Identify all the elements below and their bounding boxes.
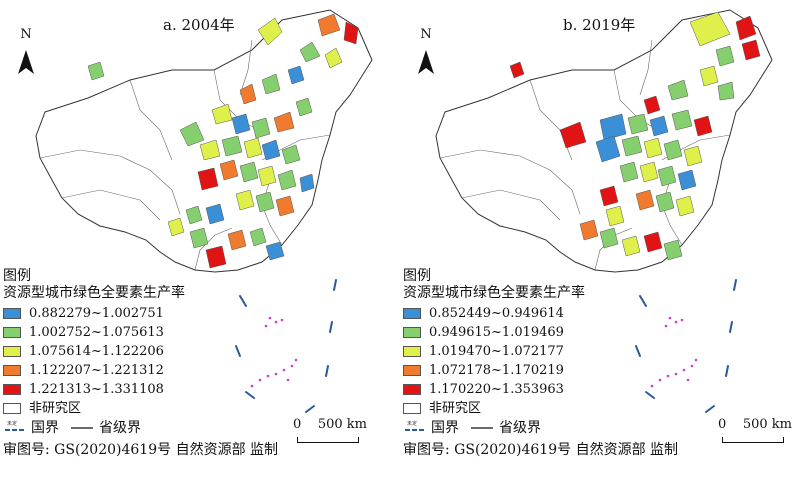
- legend-range: 0.882279~1.002751: [29, 306, 164, 321]
- province-border-icon: [471, 427, 493, 429]
- north-arrow-icon: [18, 50, 34, 74]
- china-map-2019: [418, 9, 773, 413]
- map-panel-2019: b. 2019年 N 图例 资源型城市绿色全要素生产率 0.852449~0.9…: [400, 0, 800, 491]
- legend-range: 1.075614~1.122206: [29, 344, 164, 359]
- legend-range: 1.122207~1.221312: [29, 363, 164, 378]
- legend-non-study-label: 非研究区: [429, 401, 482, 416]
- legend-swatch: [403, 403, 421, 414]
- nine-dash-line: [235, 279, 337, 413]
- legend-swatch: [3, 403, 21, 414]
- legend-swatch: [3, 308, 21, 319]
- scale-label: 500 km: [742, 417, 792, 432]
- north-arrow: N: [410, 28, 442, 42]
- legend-swatch: [403, 346, 421, 357]
- legend-class-1: 0.852449~0.949614: [403, 304, 678, 323]
- scale-bar: 0 500 km: [718, 417, 792, 443]
- national-border-label: 国界: [431, 419, 459, 436]
- national-border-label: 国界: [31, 419, 59, 436]
- legend-swatch: [403, 384, 421, 395]
- legend-swatch: [403, 365, 421, 376]
- legend-non-study: 非研究区: [3, 399, 278, 418]
- legend-subtitle: 资源型城市绿色全要素生产率: [3, 285, 185, 301]
- legend-class-4: 1.122207~1.221312: [3, 361, 278, 380]
- legend-subtitle: 资源型城市绿色全要素生产率: [403, 285, 585, 301]
- scale-zero: 0: [718, 417, 727, 432]
- legend-title: 图例: [3, 268, 31, 284]
- north-label: N: [20, 27, 32, 42]
- scale-bar: 0 500 km: [293, 417, 367, 443]
- legend-range: 0.949615~1.019469: [429, 325, 564, 340]
- south-china-sea-islands: [250, 316, 298, 388]
- legend-class-4: 1.072178~1.170219: [403, 361, 678, 380]
- panel-title: a. 2004年: [163, 16, 235, 34]
- national-border-icon: 未定: [5, 420, 25, 431]
- legend-range: 1.019470~1.072177: [429, 344, 564, 359]
- legend-swatch: [3, 384, 21, 395]
- legend: 图例 资源型城市绿色全要素生产率 0.882279~1.002751 1.002…: [3, 268, 278, 459]
- legend-class-2: 0.949615~1.019469: [403, 323, 678, 342]
- panel-title: b. 2019年: [563, 16, 636, 34]
- legend-swatch: [403, 327, 421, 338]
- undetermined-label: 未定: [7, 420, 17, 427]
- legend-borders: 未定 国界 省级界: [403, 418, 678, 438]
- legend-borders: 未定 国界 省级界: [3, 418, 278, 438]
- legend-range: 1.221313~1.331108: [29, 382, 164, 397]
- scale-bar-line: [722, 437, 784, 443]
- legend-swatch: [3, 365, 21, 376]
- province-border-icon: [71, 427, 93, 429]
- map-approval-number: 审图号: GS(2020)4619号 自然资源部 监制: [403, 442, 679, 458]
- legend-swatch: [3, 346, 21, 357]
- scale-label: 500 km: [317, 417, 367, 432]
- legend-range: 1.170220~1.353963: [429, 382, 564, 397]
- undetermined-label: 未定: [407, 420, 417, 427]
- legend-class-5: 1.221313~1.331108: [3, 380, 278, 399]
- nine-dash-line: [635, 279, 737, 413]
- scale-bar-line: [297, 437, 359, 443]
- north-arrow-icon: [418, 50, 434, 74]
- legend-class-3: 1.075614~1.122206: [3, 342, 278, 361]
- south-china-sea-islands: [650, 316, 698, 388]
- china-map-2004: [18, 9, 373, 413]
- national-border-icon: 未定: [405, 420, 425, 431]
- north-arrow: N: [10, 28, 42, 42]
- legend-range: 1.072178~1.170219: [429, 363, 564, 378]
- legend: 图例 资源型城市绿色全要素生产率 0.852449~0.949614 0.949…: [403, 268, 678, 459]
- legend-swatch: [3, 327, 21, 338]
- legend-class-5: 1.170220~1.353963: [403, 380, 678, 399]
- legend-range: 1.002752~1.075613: [29, 325, 164, 340]
- map-panel-2004: a. 2004年 N 图例 资源型城市绿色全要素生产率 0.882279~1.0…: [3, 9, 373, 459]
- legend-range: 0.852449~0.949614: [429, 306, 564, 321]
- legend-class-1: 0.882279~1.002751: [3, 304, 278, 323]
- legend-class-2: 1.002752~1.075613: [3, 323, 278, 342]
- study-cities-2004: [87, 13, 359, 269]
- legend-non-study-label: 非研究区: [29, 401, 82, 416]
- north-label: N: [420, 27, 432, 42]
- legend-title: 图例: [403, 268, 431, 284]
- study-cities-2019: [509, 11, 761, 261]
- legend-class-3: 1.019470~1.072177: [403, 342, 678, 361]
- legend-swatch: [403, 308, 421, 319]
- province-border-label: 省级界: [499, 419, 541, 436]
- legend-non-study: 非研究区: [403, 399, 678, 418]
- province-border-label: 省级界: [99, 419, 141, 436]
- scale-zero: 0: [293, 417, 302, 432]
- map-approval-number: 审图号: GS(2020)4619号 自然资源部 监制: [3, 442, 279, 458]
